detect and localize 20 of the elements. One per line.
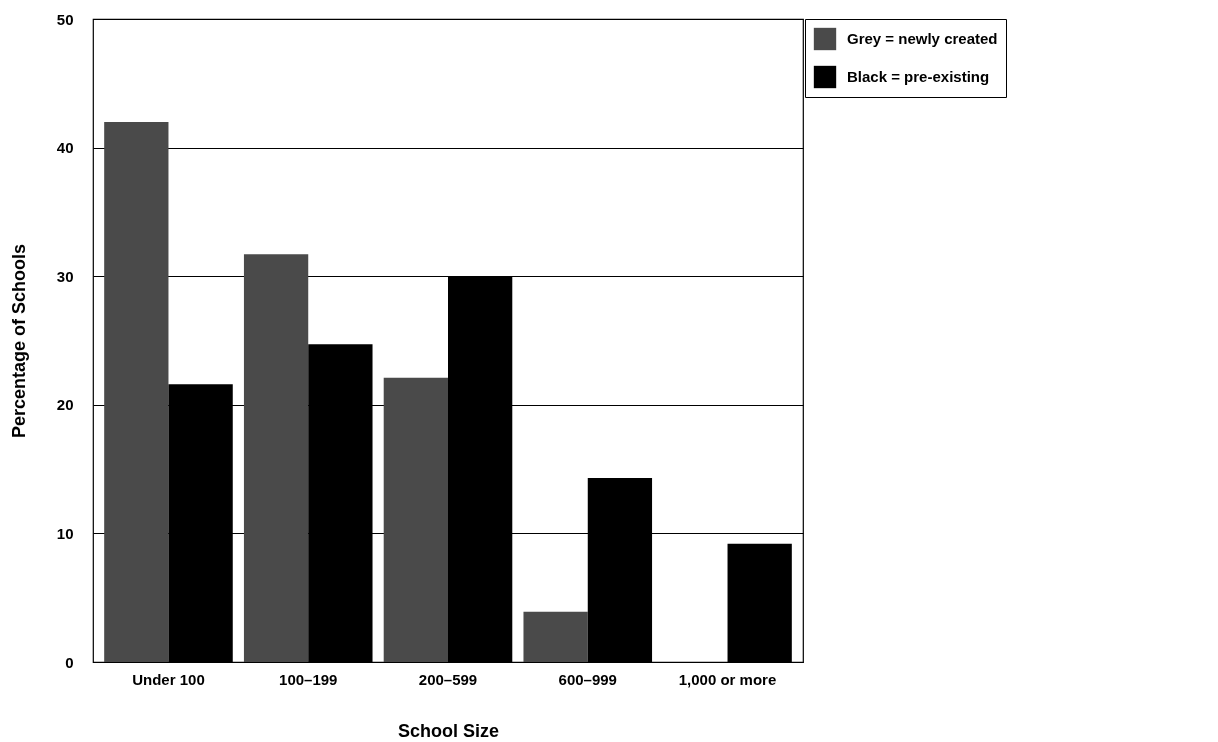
x-tick-label: 600–999	[558, 670, 617, 688]
y-axis-title: Percentage of Schools	[8, 243, 29, 439]
y-tick-label: 50	[56, 10, 74, 28]
y-tick-label: 0	[65, 653, 74, 671]
x-tick-label: 100–199	[279, 670, 338, 688]
x-tick-label: Under 100	[132, 670, 205, 688]
bar	[383, 377, 448, 662]
x-axis-title: School Size	[397, 720, 500, 741]
legend-label: Black = pre-existing	[847, 68, 990, 85]
y-tick-label: 10	[56, 524, 74, 542]
x-tick-label: 200–599	[418, 670, 478, 688]
bar	[104, 121, 169, 662]
y-tick-label: 20	[56, 396, 74, 414]
y-tick-label: 30	[56, 267, 74, 285]
legend-label: Grey = newly created	[847, 30, 998, 47]
bar	[523, 611, 588, 662]
y-tick-label: 40	[56, 139, 74, 157]
bar	[727, 543, 792, 662]
x-tick-label: 1,000 or more	[678, 670, 777, 688]
bar	[243, 254, 309, 662]
